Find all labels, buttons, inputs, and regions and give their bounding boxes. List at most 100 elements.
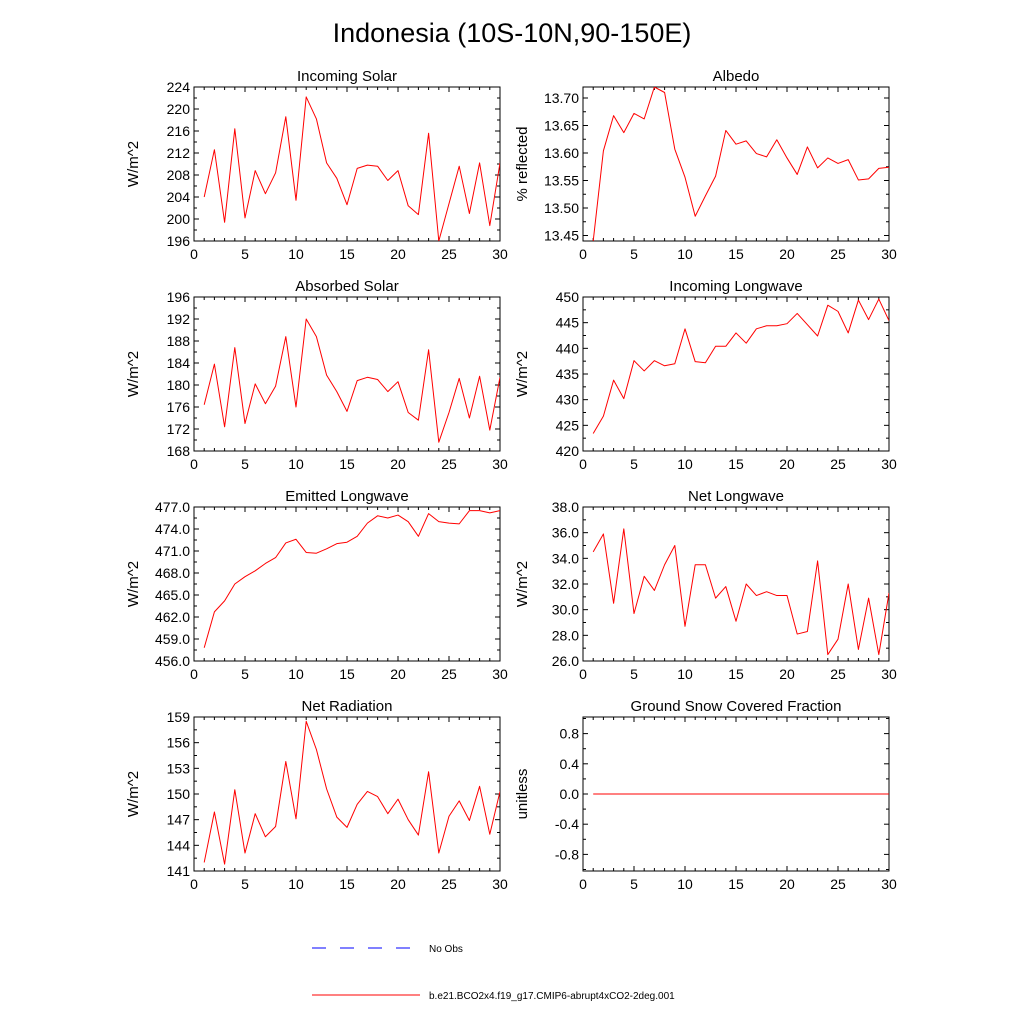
albedo-xtick-label: 20 xyxy=(779,246,795,262)
emitted-longwave-ytick-label: 471.0 xyxy=(155,543,190,559)
emitted-longwave-xtick-label: 5 xyxy=(241,666,249,682)
incoming-longwave-xtick-label: 0 xyxy=(579,456,587,472)
absorbed-solar-xtick-label: 10 xyxy=(288,456,304,472)
emitted-longwave-xtick-label: 15 xyxy=(339,666,355,682)
incoming-longwave-ytick-label: 440 xyxy=(556,340,580,356)
net-longwave-xtick-label: 30 xyxy=(881,666,897,682)
albedo-ytick-label: 13.65 xyxy=(544,118,579,134)
net-radiation-ytick-label: 156 xyxy=(167,735,191,751)
incoming-longwave-xtick-label: 20 xyxy=(779,456,795,472)
absorbed-solar-ytick-label: 192 xyxy=(167,311,191,327)
net-longwave-ytick-label: 38.0 xyxy=(552,499,579,515)
net-longwave-xtick-label: 10 xyxy=(677,666,693,682)
incoming-solar-xtick-label: 15 xyxy=(339,246,355,262)
emitted-longwave-xtick-label: 20 xyxy=(390,666,406,682)
albedo-xtick-label: 5 xyxy=(630,246,638,262)
incoming-longwave-xtick-label: 15 xyxy=(728,456,744,472)
emitted-longwave-ytick-label: 468.0 xyxy=(155,565,190,581)
albedo-ytick-label: 13.55 xyxy=(544,173,579,189)
incoming-longwave-ytick-label: 425 xyxy=(556,417,580,433)
panel-net-radiation: Net Radiation W/m^2 0 5 10 15 20 25 30 141 144 147 1… xyxy=(125,698,508,892)
incoming-solar-ytick-label: 200 xyxy=(167,211,191,227)
incoming-longwave-ytick-label: 435 xyxy=(556,366,580,382)
net-radiation-ytick-label: 141 xyxy=(167,863,191,879)
ground-snow-covered-fraction-title: Ground Snow Covered Fraction xyxy=(631,698,842,715)
incoming-longwave-xtick-label: 10 xyxy=(677,456,693,472)
albedo-series-line xyxy=(592,87,889,241)
legend-no-obs-label: No Obs xyxy=(429,944,463,955)
net-radiation-ylabel: W/m^2 xyxy=(125,771,142,817)
net-longwave-ylabel: W/m^2 xyxy=(514,561,531,607)
incoming-longwave-xtick-label: 25 xyxy=(830,456,846,472)
absorbed-solar-title: Absorbed Solar xyxy=(295,278,398,295)
net-longwave-ytick-label: 36.0 xyxy=(552,525,579,541)
emitted-longwave-ytick-label: 459.0 xyxy=(155,631,190,647)
incoming-solar-xtick-label: 0 xyxy=(190,246,198,262)
albedo-ytick-label: 13.45 xyxy=(544,228,579,244)
figure-title: Indonesia (10S-10N,90-150E) xyxy=(333,18,692,48)
incoming-solar-xtick-label: 10 xyxy=(288,246,304,262)
albedo-xtick-label: 0 xyxy=(579,246,587,262)
emitted-longwave-ytick-label: 477.0 xyxy=(155,499,190,515)
incoming-solar-series-line xyxy=(203,96,500,241)
ground-snow-covered-fraction-xtick-label: 30 xyxy=(881,876,897,892)
emitted-longwave-series-line xyxy=(203,510,500,648)
ground-snow-covered-fraction-xtick-label: 5 xyxy=(630,876,638,892)
absorbed-solar-ylabel: W/m^2 xyxy=(125,351,142,397)
absorbed-solar-xtick-label: 0 xyxy=(190,456,198,472)
absorbed-solar-xtick-label: 30 xyxy=(492,456,508,472)
incoming-longwave-xtick-label: 5 xyxy=(630,456,638,472)
incoming-solar-ylabel: W/m^2 xyxy=(125,141,142,187)
incoming-longwave-title: Incoming Longwave xyxy=(669,278,802,295)
incoming-longwave-ytick-label: 445 xyxy=(556,315,580,331)
incoming-solar-plot-frame xyxy=(193,86,501,242)
net-radiation-xtick-label: 0 xyxy=(190,876,198,892)
panel-emitted-longwave: Emitted Longwave W/m^2 0 5 10 15 20 25 30 456.0 45… xyxy=(125,488,508,682)
panel-incoming-longwave: Incoming Longwave W/m^2 0 5 10 15 20 25 30 420 425… xyxy=(514,278,897,472)
emitted-longwave-plot-frame xyxy=(193,506,501,662)
incoming-solar-title: Incoming Solar xyxy=(297,68,397,85)
absorbed-solar-series-line xyxy=(203,318,500,443)
net-longwave-ytick-label: 28.0 xyxy=(552,627,579,643)
emitted-longwave-ytick-label: 456.0 xyxy=(155,653,190,669)
net-radiation-xtick-label: 25 xyxy=(441,876,457,892)
incoming-solar-ytick-label: 212 xyxy=(167,145,191,161)
albedo-xtick-label: 30 xyxy=(881,246,897,262)
ground-snow-covered-fraction-xtick-label: 10 xyxy=(677,876,693,892)
incoming-solar-ytick-label: 224 xyxy=(167,79,191,95)
incoming-longwave-ytick-label: 430 xyxy=(556,392,580,408)
incoming-longwave-plot-frame xyxy=(582,296,890,452)
ground-snow-covered-fraction-xtick-label: 15 xyxy=(728,876,744,892)
net-longwave-ytick-label: 26.0 xyxy=(552,653,579,669)
absorbed-solar-plot-frame xyxy=(193,296,501,452)
emitted-longwave-xtick-label: 0 xyxy=(190,666,198,682)
net-radiation-xtick-label: 15 xyxy=(339,876,355,892)
net-radiation-ytick-label: 153 xyxy=(167,760,191,776)
ground-snow-covered-fraction-ytick-label: -0.8 xyxy=(555,846,579,862)
net-longwave-xtick-label: 25 xyxy=(830,666,846,682)
net-radiation-plot-frame xyxy=(193,716,501,872)
panel-albedo: Albedo % reflected 0 5 10 15 20 25 30 13.45 13.50 1… xyxy=(514,68,897,262)
incoming-longwave-xtick-label: 30 xyxy=(881,456,897,472)
incoming-solar-ytick-label: 208 xyxy=(167,167,191,183)
incoming-longwave-series-line xyxy=(592,298,889,434)
absorbed-solar-ytick-label: 176 xyxy=(167,399,191,415)
net-radiation-ytick-label: 150 xyxy=(167,786,191,802)
emitted-longwave-xtick-label: 10 xyxy=(288,666,304,682)
incoming-longwave-ylabel: W/m^2 xyxy=(514,351,531,397)
net-longwave-ytick-label: 30.0 xyxy=(552,602,579,618)
absorbed-solar-ytick-label: 180 xyxy=(167,377,191,393)
ground-snow-covered-fraction-ytick-label: 0.0 xyxy=(560,786,580,802)
incoming-solar-ytick-label: 196 xyxy=(167,233,191,249)
net-longwave-xtick-label: 20 xyxy=(779,666,795,682)
incoming-longwave-ytick-label: 420 xyxy=(556,443,580,459)
net-longwave-ytick-label: 34.0 xyxy=(552,550,579,566)
net-radiation-ytick-label: 144 xyxy=(167,837,191,853)
albedo-xtick-label: 10 xyxy=(677,246,693,262)
net-radiation-ytick-label: 159 xyxy=(167,709,191,725)
incoming-longwave-ytick-label: 450 xyxy=(556,289,580,305)
net-longwave-series-line xyxy=(592,528,889,656)
net-longwave-xtick-label: 0 xyxy=(579,666,587,682)
net-radiation-xtick-label: 20 xyxy=(390,876,406,892)
